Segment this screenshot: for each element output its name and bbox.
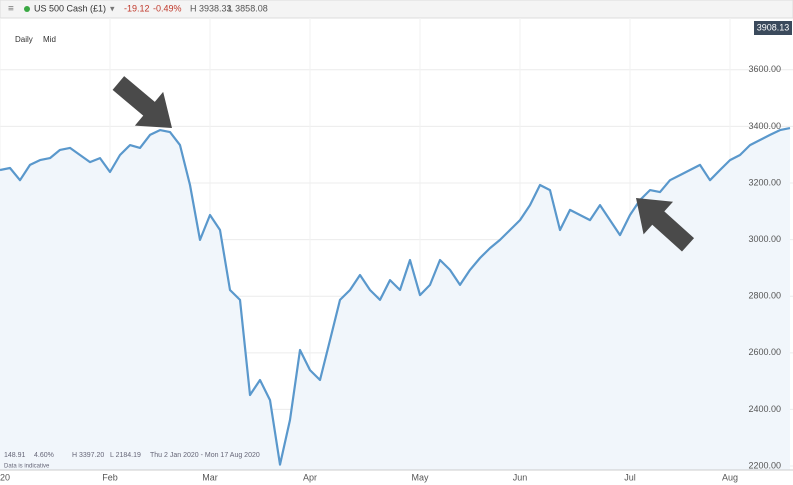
footer-note: Data is indicative [4, 464, 50, 470]
change-pct: -0.49% [153, 3, 182, 13]
footer-high: H 3397.20 [72, 452, 104, 459]
instrument-name[interactable]: US 500 Cash (£1) [34, 3, 106, 13]
price-type[interactable]: Mid [43, 35, 56, 44]
y-tick-label: 2600.00 [748, 347, 781, 357]
arrows [112, 76, 695, 252]
x-tick-label: Jun [513, 472, 528, 482]
interval[interactable]: Daily [15, 35, 33, 44]
y-tick-label: 3600.00 [748, 64, 781, 74]
y-tick-label: 3400.00 [748, 121, 781, 131]
dropdown-icon[interactable]: ▾ [110, 3, 115, 13]
menu-icon[interactable]: ≡ [8, 4, 14, 15]
footer-percent: 4.60% [34, 452, 54, 459]
plot: 2020 Feb Mar Apr May Jun Jul Aug 2200.00 2400.00 2… [0, 18, 793, 482]
y-tick-label: 2200.00 [748, 460, 781, 470]
toolbar [0, 0, 793, 19]
status-dot [24, 6, 30, 12]
low: L 3858.08 [228, 3, 268, 13]
arrow [112, 76, 172, 128]
y-tick-label: 3200.00 [748, 177, 781, 187]
last-price-box [754, 21, 792, 35]
x-tick-label: Feb [102, 472, 118, 482]
last-price: 3908.13 [757, 22, 790, 32]
x-tick-label: Apr [303, 472, 317, 482]
y-tick-label: 2400.00 [748, 404, 781, 414]
arrow [636, 198, 695, 252]
price-line [0, 127, 791, 466]
y-tick-label: 2800.00 [748, 291, 781, 301]
footer-range: Thu 2 Jan 2020 - Mon 17 Aug 2020 [150, 452, 260, 459]
high: H 3938.33 [190, 3, 232, 13]
y-tick-label: 3000.00 [748, 234, 781, 244]
x-tick-label: Aug [722, 472, 738, 482]
x-tick-label: Jul [624, 472, 636, 482]
change: -19.12 [124, 3, 150, 13]
area-fill [0, 128, 790, 470]
x-tick-label: May [411, 472, 429, 482]
x-tick-label: 2020 [0, 472, 10, 482]
x-tick-label: Mar [202, 472, 218, 482]
footer-low: L 2184.19 [110, 452, 141, 459]
footer-points: 148.91 [4, 452, 26, 459]
